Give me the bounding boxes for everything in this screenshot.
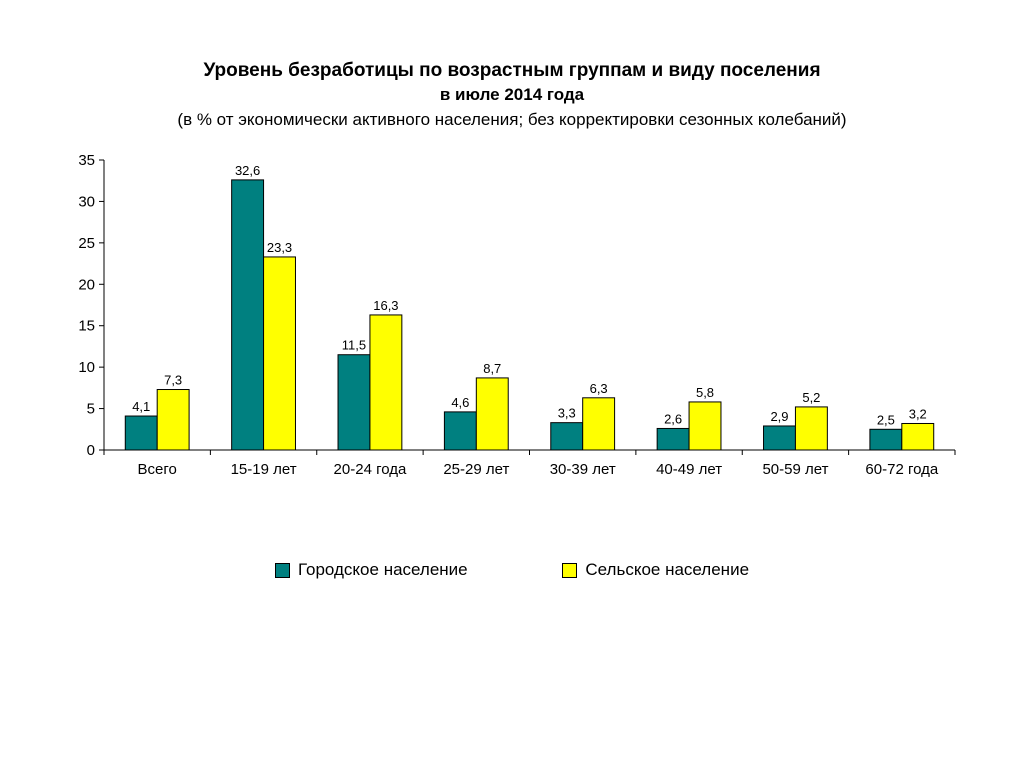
svg-text:4,1: 4,1 xyxy=(132,399,150,414)
svg-text:4,6: 4,6 xyxy=(451,395,469,410)
legend-label-rural: Сельское население xyxy=(585,560,749,580)
chart-subtitle-2: (в % от экономически активного населения… xyxy=(0,109,1024,132)
chart-plot-area: 0 5 10 15 20 25 30 35 4,1 7,3 Всего 32,6 23,3 15-19 л… xyxy=(60,150,960,510)
bar-chart-svg: 0 5 10 15 20 25 30 35 4,1 7,3 Всего 32,6 23,3 15-19 л… xyxy=(60,150,960,510)
svg-text:0: 0 xyxy=(87,442,95,459)
chart-legend: Городское население Сельское население xyxy=(0,560,1024,583)
svg-text:5,2: 5,2 xyxy=(802,390,820,405)
svg-text:15-19 лет: 15-19 лет xyxy=(231,461,297,478)
legend-item-rural: Сельское население xyxy=(562,560,749,580)
svg-text:32,6: 32,6 xyxy=(235,163,260,178)
svg-text:20-24 года: 20-24 года xyxy=(334,461,407,478)
svg-text:25: 25 xyxy=(78,235,95,252)
svg-text:30-39 лет: 30-39 лет xyxy=(550,461,616,478)
svg-text:23,3: 23,3 xyxy=(267,240,292,255)
svg-text:2,9: 2,9 xyxy=(770,409,788,424)
svg-text:2,5: 2,5 xyxy=(877,412,895,427)
svg-text:7,3: 7,3 xyxy=(164,373,182,388)
svg-text:60-72 года: 60-72 года xyxy=(865,461,938,478)
legend-label-urban: Городское население xyxy=(298,560,468,580)
svg-text:16,3: 16,3 xyxy=(373,298,398,313)
svg-text:3,2: 3,2 xyxy=(909,406,927,421)
svg-text:6,3: 6,3 xyxy=(590,381,608,396)
svg-text:5,8: 5,8 xyxy=(696,385,714,400)
svg-text:2,6: 2,6 xyxy=(664,411,682,426)
svg-text:11,5: 11,5 xyxy=(342,338,366,353)
legend-item-urban: Городское население xyxy=(275,560,468,580)
chart-subtitle-1: в июле 2014 года xyxy=(0,84,1024,107)
svg-text:35: 35 xyxy=(78,152,95,169)
chart-title-block: Уровень безработицы по возрастным группа… xyxy=(0,58,1024,132)
svg-text:50-59 лет: 50-59 лет xyxy=(762,461,828,478)
svg-text:Всего: Всего xyxy=(138,461,177,478)
legend-swatch-urban xyxy=(275,563,290,578)
svg-text:15: 15 xyxy=(78,318,95,335)
svg-text:8,7: 8,7 xyxy=(483,361,501,376)
svg-text:20: 20 xyxy=(78,276,95,293)
chart-title: Уровень безработицы по возрастным группа… xyxy=(0,58,1024,84)
legend-swatch-rural xyxy=(562,563,577,578)
svg-text:40-49 лет: 40-49 лет xyxy=(656,461,722,478)
svg-text:25-29 лет: 25-29 лет xyxy=(443,461,509,478)
svg-text:5: 5 xyxy=(87,401,95,418)
svg-text:10: 10 xyxy=(78,359,95,376)
svg-text:3,3: 3,3 xyxy=(558,406,576,421)
svg-text:30: 30 xyxy=(78,193,95,210)
